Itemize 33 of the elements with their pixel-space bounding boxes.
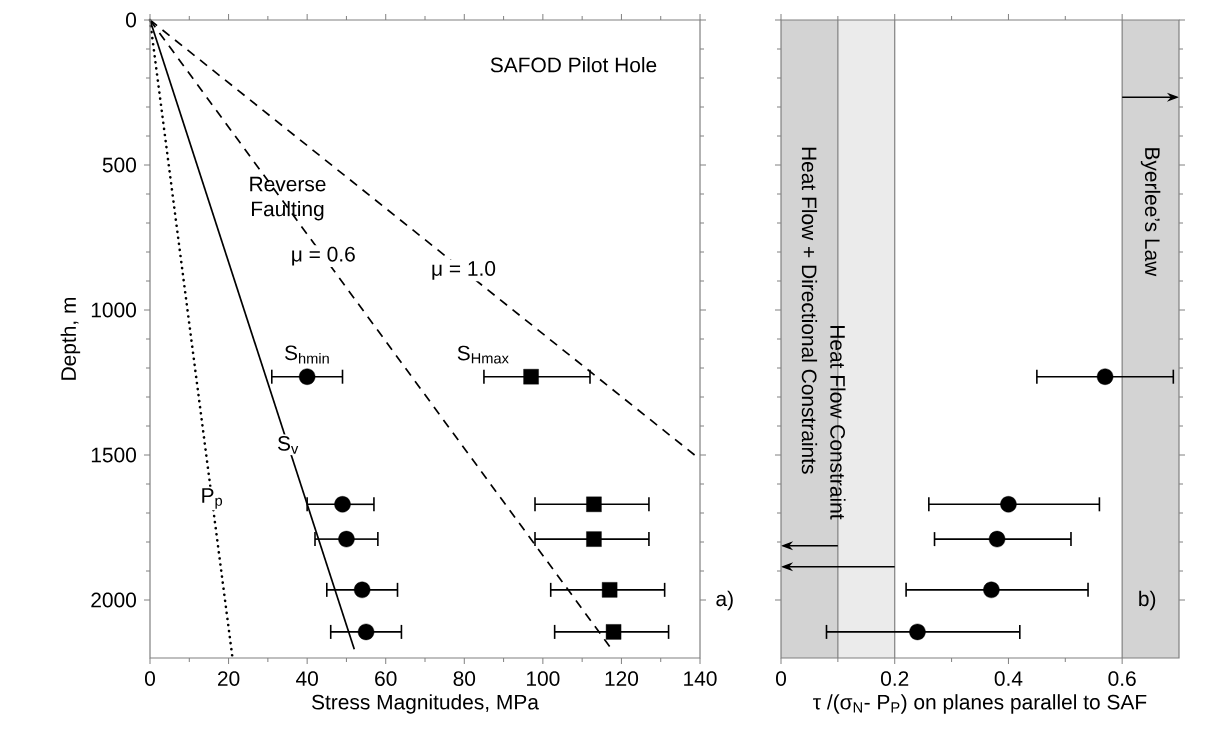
series-label: P$_{p}$ — [202, 488, 223, 509]
annotation: b) — [1139, 590, 1156, 611]
x-tick-label: 20 — [217, 671, 240, 686]
y-tick-label: 1000 — [91, 302, 136, 318]
series-label: μ = 0.6 — [292, 246, 355, 266]
x-tick-label: 0.2 — [880, 671, 909, 686]
y-tick-label: 2000 — [91, 592, 136, 608]
x-tick-label: 60 — [375, 671, 397, 686]
x-tick-label: 0 — [776, 671, 786, 686]
band-label: Byerlee’s Law — [1140, 148, 1161, 277]
text: a) — [716, 590, 733, 611]
band-label: Heat Flow Constraint — [830, 325, 846, 520]
series-label: μ = 1.0 — [432, 261, 496, 280]
x-tick-label: 140 — [684, 671, 717, 686]
band-label: Heat Flow + Directional Constraints — [801, 147, 818, 474]
x-tick-label: 0 — [145, 671, 155, 686]
x-tick-label: 0.6 — [1108, 671, 1136, 686]
series-label: S$_{Hmax}$ — [457, 345, 509, 364]
annotation: SAFOD Pilot Hole — [490, 56, 657, 73]
y-tick-label: 0 — [126, 12, 137, 28]
x-tick-label: 100 — [527, 671, 560, 686]
y-axis-title: Depth, m — [60, 297, 81, 380]
x-tick-label: 80 — [453, 671, 476, 686]
series-label: S$_{hmin}$ — [285, 345, 329, 364]
x-tick-label: 40 — [295, 671, 318, 686]
y-tick-label: 1500 — [91, 447, 136, 463]
x-tick-label: 0.4 — [994, 671, 1023, 686]
x-tick-label: 120 — [605, 671, 639, 686]
x-axis-title: Stress Magnitudes, MPa — [312, 694, 539, 714]
annotation: Reverse Faulting — [250, 176, 326, 221]
x-axis-title: τ /(σ$_{N}$- P$_{P}$) on planes parallel to SAF — [813, 694, 1147, 714]
series-label: S$_{v}$ — [277, 435, 299, 454]
y-tick-label: 500 — [102, 157, 136, 173]
